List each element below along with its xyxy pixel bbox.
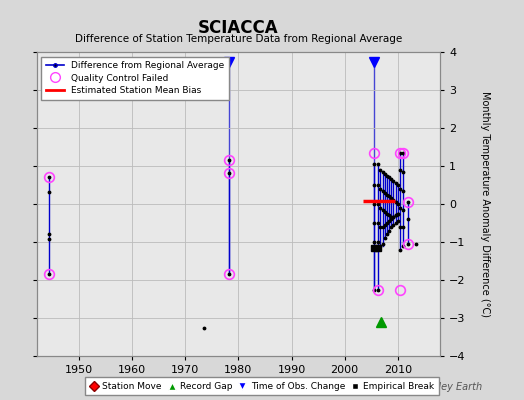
Title: SCIACCA: SCIACCA (198, 18, 279, 36)
Legend: Station Move, Record Gap, Time of Obs. Change, Empirical Break: Station Move, Record Gap, Time of Obs. C… (85, 378, 439, 396)
Text: Berkeley Earth: Berkeley Earth (410, 382, 482, 392)
Text: Difference of Station Temperature Data from Regional Average: Difference of Station Temperature Data f… (75, 34, 402, 44)
Legend: Difference from Regional Average, Quality Control Failed, Estimated Station Mean: Difference from Regional Average, Qualit… (41, 56, 229, 100)
Y-axis label: Monthly Temperature Anomaly Difference (°C): Monthly Temperature Anomaly Difference (… (479, 91, 489, 317)
